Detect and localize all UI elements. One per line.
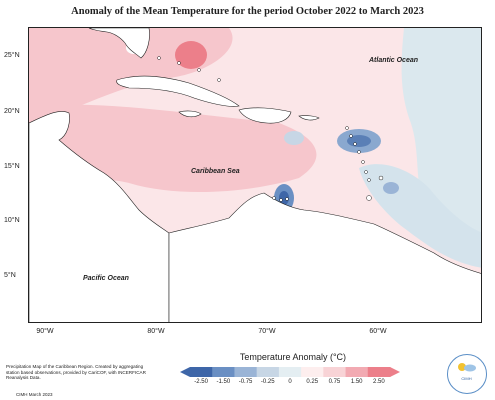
colorbar-label: 0.25: [306, 379, 319, 385]
anomaly-map: Atlantic Ocean Caribbean Sea Pacific Oce…: [29, 28, 481, 322]
map-credit: CIMH March 2023: [16, 392, 53, 397]
colorbar-labels: -2.50 -1.50 -0.75 -0.25 0 0.25 0.75 1.50 2.50: [180, 379, 400, 389]
lat-tick-5n: 5°N: [4, 272, 16, 279]
label-caribbean-sea: Caribbean Sea: [191, 168, 240, 175]
colorbar-label: -1.50: [216, 379, 231, 385]
land-central-america: [29, 111, 170, 322]
colorbar-swatch: [190, 367, 213, 377]
map-title: Anomaly of the Mean Temperature for the …: [71, 6, 424, 17]
colorbar-swatch: [256, 367, 280, 377]
colorbar-swatch: [278, 367, 302, 377]
land-puerto-rico: [298, 115, 320, 121]
cool-anomaly-pr: [284, 131, 304, 145]
lon-tick-90w: 90°W: [36, 328, 54, 335]
lesser-antilles: [157, 56, 384, 202]
land-south-america: [168, 192, 481, 322]
label-atlantic-ocean: Atlantic Ocean: [368, 57, 418, 64]
colorbar-swatch: [234, 367, 258, 377]
colorbar-label: 1.50: [350, 379, 363, 385]
colorbar-arrow-left: [180, 367, 190, 377]
lon-tick-70w: 70°W: [258, 328, 276, 335]
colorbar-swatch: [323, 367, 347, 377]
land-florida: [88, 28, 150, 59]
colorbar-label: 0.75: [328, 379, 341, 385]
lon-tick-60w: 60°W: [369, 328, 387, 335]
colorbar-title: Temperature Anomaly (°C): [239, 352, 347, 362]
lat-tick-10n: 10°N: [4, 217, 20, 224]
lat-tick-15n: 15°N: [4, 163, 20, 170]
logo-text: CIMH: [461, 376, 472, 381]
lat-tick-20n: 20°N: [4, 108, 20, 115]
sun-cloud-icon: [458, 363, 476, 372]
colorbar-arrow-right: [390, 367, 400, 377]
cool-anomaly-barbados: [383, 182, 399, 194]
land-hispaniola: [238, 107, 292, 124]
lat-tick-25n: 25°N: [4, 52, 20, 59]
colorbar-label: 0: [288, 379, 292, 385]
warm-anomaly-bahamas: [175, 41, 207, 69]
colorbar-label: -0.75: [238, 379, 253, 385]
map-footnote: Precipitation Map of the Caribbean Regio…: [6, 364, 146, 381]
colorbar-label: -0.25: [260, 379, 275, 385]
label-pacific-ocean: Pacific Ocean: [83, 275, 129, 282]
cimh-logo: CIMH: [447, 354, 487, 394]
colorbar-label: 2.50: [373, 379, 385, 385]
colorbar-swatch: [345, 367, 369, 377]
colorbar: [180, 367, 400, 377]
land-jamaica: [178, 110, 202, 118]
colorbar-label: -2.50: [194, 379, 208, 385]
colorbar-swatch: [212, 367, 235, 377]
cool-anomaly-antilles-core: [347, 135, 371, 147]
map-panel: Atlantic Ocean Caribbean Sea Pacific Oce…: [28, 27, 482, 323]
colorbar-swatch: [367, 367, 391, 377]
colorbar-swatch: [301, 367, 324, 377]
lon-tick-80w: 80°W: [147, 328, 165, 335]
land-cuba: [116, 75, 240, 107]
